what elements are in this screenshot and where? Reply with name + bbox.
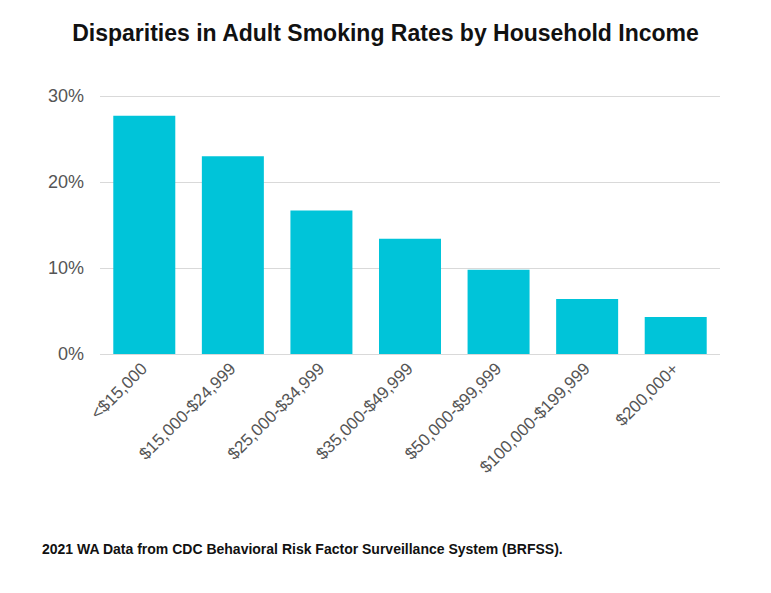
svg-text:$100,000-$199,999: $100,000-$199,999 xyxy=(476,359,594,477)
svg-text:$35,000-$49,999: $35,000-$49,999 xyxy=(312,359,416,463)
svg-text:Disparities in Adult Smoking R: Disparities in Adult Smoking Rates by Ho… xyxy=(72,20,699,46)
svg-text:<$15,000: <$15,000 xyxy=(87,359,151,423)
svg-text:$50,000-$99,999: $50,000-$99,999 xyxy=(401,359,505,463)
svg-text:2021 WA Data from CDC Behavior: 2021 WA Data from CDC Behavioral Risk Fa… xyxy=(42,541,563,557)
svg-text:0%: 0% xyxy=(58,344,84,364)
svg-text:10%: 10% xyxy=(48,258,84,278)
svg-text:20%: 20% xyxy=(48,172,84,192)
svg-text:$200,000+: $200,000+ xyxy=(612,359,683,430)
svg-text:30%: 30% xyxy=(48,86,84,106)
svg-text:$15,000-$24,999: $15,000-$24,999 xyxy=(135,359,239,463)
svg-text:$25,000-$34,999: $25,000-$34,999 xyxy=(224,359,328,463)
